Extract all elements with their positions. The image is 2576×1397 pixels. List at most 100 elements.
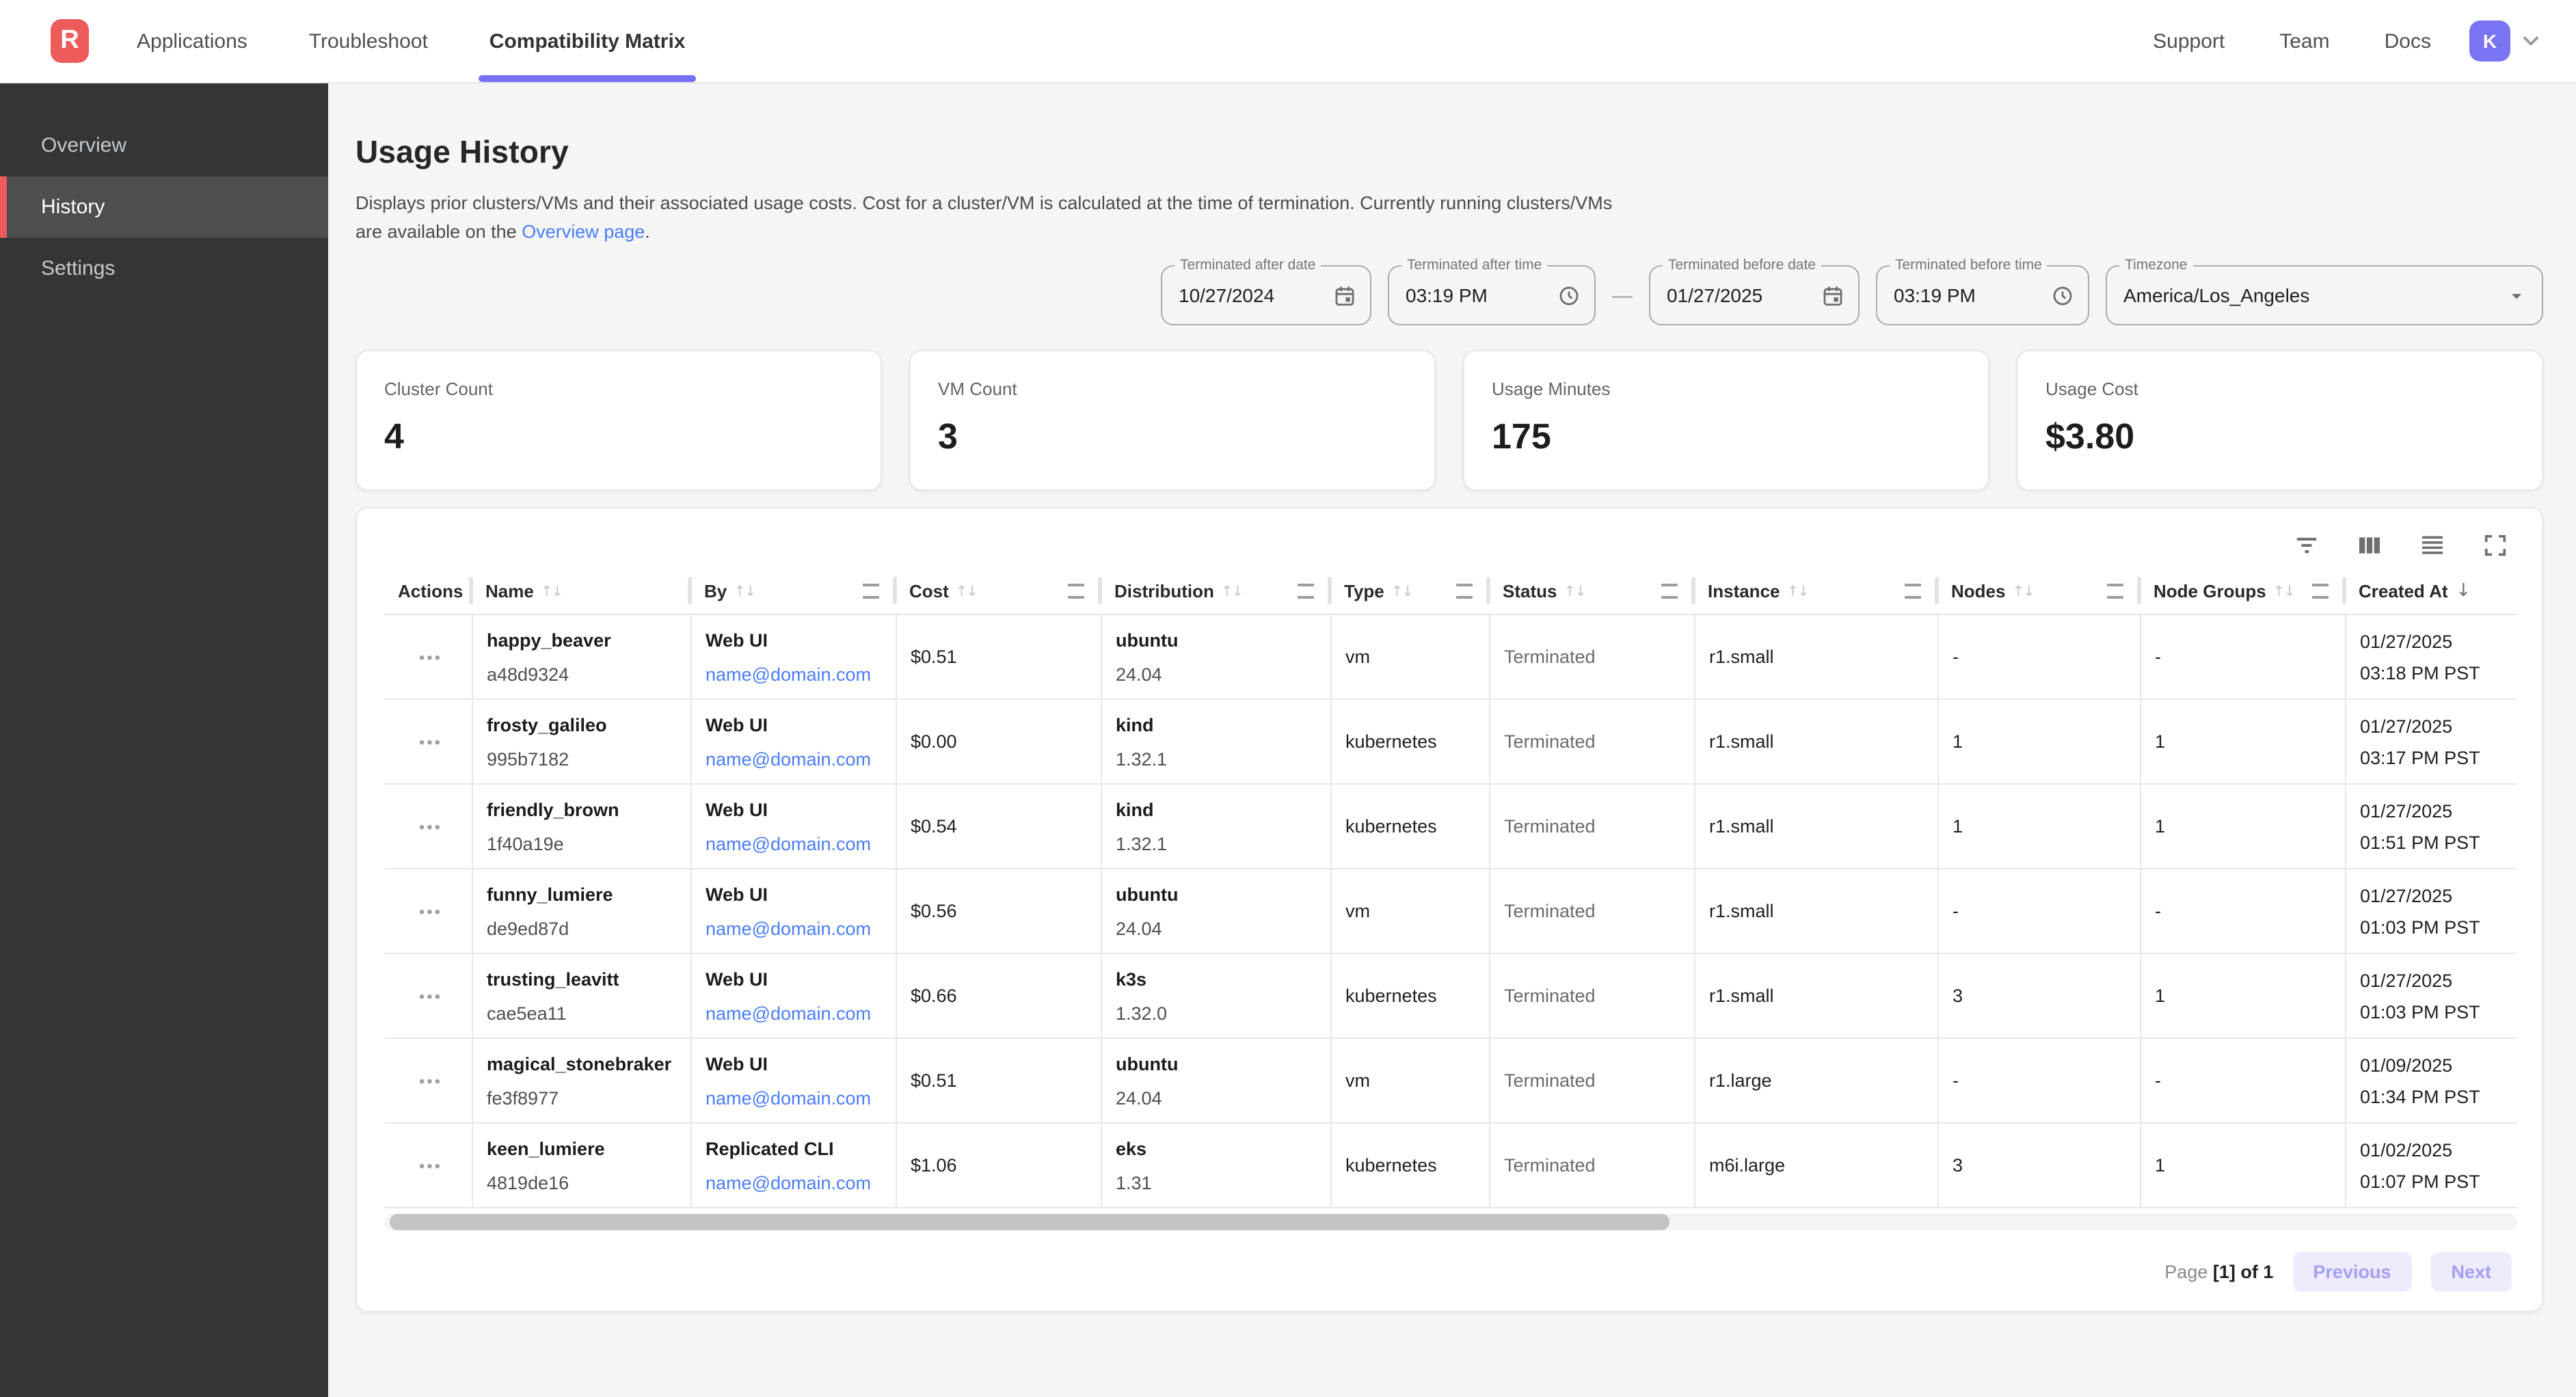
column-menu-icon[interactable]: [1905, 584, 1921, 599]
row-actions-button[interactable]: •••: [418, 986, 443, 1005]
filter-icon[interactable]: [2293, 532, 2320, 559]
filter-label: Terminated before date: [1663, 257, 1821, 273]
stat-card-cluster-count: Cluster Count 4: [355, 350, 882, 491]
cell-distribution: kind 1.32.1: [1101, 700, 1330, 783]
column-menu-icon[interactable]: [2107, 584, 2123, 599]
cell-by: Replicated CLI name@domain.com: [690, 1124, 896, 1207]
cluster-name: funny_lumiere: [487, 884, 613, 904]
email-link[interactable]: name@domain.com: [706, 833, 872, 854]
column-label: Instance: [1708, 581, 1780, 601]
instance-value: r1.small: [1709, 986, 1774, 1006]
column-menu-icon[interactable]: [2312, 584, 2329, 599]
fullscreen-icon[interactable]: [2482, 532, 2509, 559]
sidebar-item-settings[interactable]: Settings: [41, 257, 116, 280]
sort-icon[interactable]: ↑↓: [1564, 583, 1586, 599]
filter-timezone[interactable]: Timezone America/Los_Angeles: [2106, 257, 2543, 325]
email-link[interactable]: name@domain.com: [706, 1003, 872, 1023]
user-avatar[interactable]: K: [2469, 21, 2510, 62]
column-header-cost[interactable]: Cost ↑↓: [896, 569, 1102, 614]
sort-icon[interactable]: ↑↓: [1220, 583, 1244, 599]
row-actions-button[interactable]: •••: [418, 732, 443, 751]
cell-cost: $1.06: [896, 1124, 1101, 1207]
row-actions-button[interactable]: •••: [418, 901, 443, 921]
density-icon[interactable]: [2419, 532, 2446, 559]
nav-item-docs[interactable]: Docs: [2384, 29, 2431, 53]
previous-page-button[interactable]: Previous: [2292, 1252, 2412, 1292]
column-menu-icon[interactable]: [1661, 584, 1678, 599]
node-groups-value: 1: [2155, 1155, 2166, 1176]
type-value: kubernetes: [1345, 986, 1437, 1006]
node-groups-value: -: [2155, 901, 2161, 921]
scrollbar-thumb[interactable]: [390, 1214, 1669, 1230]
row-actions-button[interactable]: •••: [418, 647, 443, 666]
column-menu-icon[interactable]: [863, 584, 879, 599]
cell-instance: r1.small: [1694, 954, 1937, 1037]
column-header-node_groups[interactable]: Node Groups ↑↓: [2140, 569, 2346, 614]
stat-value: 4: [384, 416, 404, 457]
row-actions-button[interactable]: •••: [418, 1071, 443, 1090]
nav-item-support[interactable]: Support: [2153, 29, 2225, 53]
column-label: By: [704, 581, 727, 601]
filter-terminated-after-time[interactable]: Terminated after time 03:19 PM: [1388, 257, 1596, 325]
column-menu-icon[interactable]: [1068, 584, 1084, 599]
email-link[interactable]: name@domain.com: [706, 1172, 872, 1193]
email-link[interactable]: name@domain.com: [706, 1087, 872, 1108]
column-header-type[interactable]: Type ↑↓: [1330, 569, 1490, 614]
created-by-email-row: name@domain.com: [706, 748, 887, 769]
row-actions-button[interactable]: •••: [418, 817, 443, 836]
distribution-name: ubuntu: [1116, 1053, 1179, 1074]
sort-icon[interactable]: ↑↓: [540, 583, 563, 599]
filter-terminated-after-date[interactable]: Terminated after date 10/27/2024: [1161, 257, 1371, 325]
columns-icon[interactable]: [2356, 532, 2383, 559]
filter-terminated-before-date[interactable]: Terminated before date 01/27/2025: [1649, 257, 1860, 325]
nodes-value: -: [1953, 901, 1959, 921]
column-header-distribution[interactable]: Distribution ↑↓: [1101, 569, 1332, 614]
created-time: 01:03 PM PST: [2360, 917, 2480, 937]
table-body: ••• happy_beaver a48d9324 Web UI name@domain…: [384, 615, 2517, 1208]
sort-icon[interactable]: ↑↓: [2272, 583, 2296, 599]
sort-icon[interactable]: ↑↓: [1786, 583, 1810, 599]
email-link[interactable]: name@domain.com: [706, 918, 872, 938]
next-page-button[interactable]: Next: [2430, 1252, 2512, 1292]
filter-value: 01/27/2025: [1667, 284, 1763, 306]
column-header-name[interactable]: Name ↑↓: [472, 569, 692, 614]
nav-item-team[interactable]: Team: [2279, 29, 2330, 53]
nav-item-troubleshoot[interactable]: Troubleshoot: [308, 29, 428, 53]
description-suffix: .: [645, 221, 650, 242]
sort-icon[interactable]: ↑↓: [734, 583, 756, 599]
email-link[interactable]: name@domain.com: [706, 664, 872, 684]
nav-item-compatibility-matrix[interactable]: Compatibility Matrix: [478, 0, 697, 82]
caret-down-icon: [2505, 284, 2528, 307]
column-menu-icon[interactable]: [1456, 584, 1473, 599]
cell-name: trusting_leavitt cae5ea11: [472, 954, 690, 1037]
sidebar-item-overview[interactable]: Overview: [41, 134, 127, 157]
cell-instance: r1.small: [1694, 700, 1937, 783]
cell-cost: $0.54: [896, 785, 1101, 868]
pagination: Page [1] of 1 Previous Next: [384, 1252, 2514, 1292]
cell-instance: r1.small: [1694, 615, 1937, 698]
filter-terminated-before-time[interactable]: Terminated before time 03:19 PM: [1876, 257, 2089, 325]
sort-icon[interactable]: ↑↓: [955, 583, 978, 599]
sort-desc-icon[interactable]: ↓: [2456, 581, 2471, 601]
column-header-status[interactable]: Status ↑↓: [1489, 569, 1695, 614]
type-value: kubernetes: [1345, 1155, 1437, 1176]
column-header-instance[interactable]: Instance ↑↓: [1694, 569, 1939, 614]
sidebar-item-history[interactable]: History: [0, 176, 328, 238]
column-header-created_at[interactable]: Created At ↓: [2345, 569, 2517, 614]
brand-logo[interactable]: R: [51, 19, 89, 63]
sort-icon[interactable]: ↑↓: [1391, 583, 1414, 599]
nav-item-applications[interactable]: Applications: [137, 29, 247, 53]
node-groups-value: 1: [2155, 986, 2166, 1006]
sort-icon[interactable]: ↑↓: [2012, 583, 2035, 599]
column-menu-icon[interactable]: [1298, 584, 1314, 599]
overview-page-link[interactable]: Overview page: [522, 221, 645, 242]
distribution-name: ubuntu: [1116, 629, 1179, 650]
email-link[interactable]: name@domain.com: [706, 748, 872, 769]
column-header-nodes[interactable]: Nodes ↑↓: [1937, 569, 2141, 614]
chevron-down-icon[interactable]: [2519, 29, 2543, 53]
cell-distribution: ubuntu 24.04: [1101, 1039, 1330, 1122]
column-header-by[interactable]: By ↑↓: [690, 569, 897, 614]
cell-type: kubernetes: [1330, 700, 1489, 783]
cell-distribution: ubuntu 24.04: [1101, 869, 1330, 953]
row-actions-button[interactable]: •••: [418, 1156, 443, 1175]
